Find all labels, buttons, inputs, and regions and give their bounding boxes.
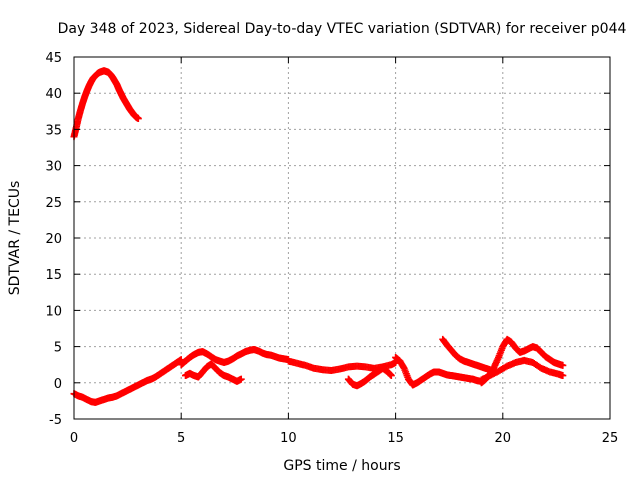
y-tick-label: 45 [45,51,62,66]
data-series [70,67,567,406]
y-tick-label: 0 [54,377,62,392]
series-arc-10 [477,356,567,384]
series-arc-7 [392,353,485,389]
data-point [559,361,567,369]
data-point [134,115,142,123]
x-tick-label: 25 [602,431,619,446]
y-tick-label: 40 [45,87,62,102]
y-tick-label: 25 [45,196,62,211]
y-tick-label: 15 [45,268,62,283]
y-tick-label: 5 [54,341,62,356]
series-arc-1 [70,67,142,141]
series-arc-4 [181,360,245,385]
data-point [559,372,567,380]
axis-ticks: 0 5 10 15 20 25 -5 0 5 10 15 20 25 30 35 40 45 [45,51,618,446]
series-arc-3 [177,345,292,369]
grid-lines [74,57,610,419]
y-tick-label: -5 [49,413,62,428]
series-arc-8 [439,335,494,374]
y-tick-label: 35 [45,123,62,138]
y-axis-label: SDTVAR / TECUs [7,181,23,296]
data-point [237,375,245,383]
y-tick-label: 20 [45,232,62,247]
x-axis-label: GPS time / hours [283,458,400,474]
y-tick-label: 30 [45,160,62,175]
x-tick-label: 0 [70,431,78,446]
series-arc-6 [344,364,395,390]
x-tick-label: 15 [387,431,404,446]
y-tick-label: 10 [45,304,62,319]
data-point [387,372,395,380]
x-tick-label: 10 [280,431,297,446]
x-tick-label: 20 [495,431,512,446]
x-tick-label: 5 [177,431,185,446]
series-arc-2 [70,356,185,406]
chart-title: Day 348 of 2023, Sidereal Day-to-day VTE… [58,21,627,37]
